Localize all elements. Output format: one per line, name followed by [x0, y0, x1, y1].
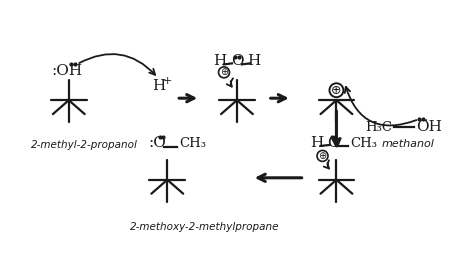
Text: ⊕: ⊕ [319, 151, 327, 161]
Text: 2-methyl-2-propanol: 2-methyl-2-propanol [31, 140, 138, 150]
Text: H: H [213, 54, 227, 68]
Text: +: + [162, 76, 172, 86]
Text: methanol: methanol [382, 139, 435, 149]
Text: :OH: :OH [51, 64, 82, 78]
Text: O: O [231, 54, 243, 68]
Text: ⊕: ⊕ [331, 84, 342, 97]
Text: ÖH: ÖH [416, 120, 442, 134]
Text: ⊕: ⊕ [220, 67, 228, 77]
Text: H₃C: H₃C [365, 120, 392, 134]
Text: 2-methoxy-2-methylpropane: 2-methoxy-2-methylpropane [130, 222, 279, 232]
Text: H: H [310, 136, 323, 150]
Text: H: H [247, 54, 261, 68]
Text: O: O [327, 136, 340, 150]
Text: CH₃: CH₃ [351, 137, 378, 150]
Text: CH₃: CH₃ [179, 137, 206, 150]
Text: H: H [153, 79, 166, 93]
Text: :O: :O [148, 136, 166, 150]
